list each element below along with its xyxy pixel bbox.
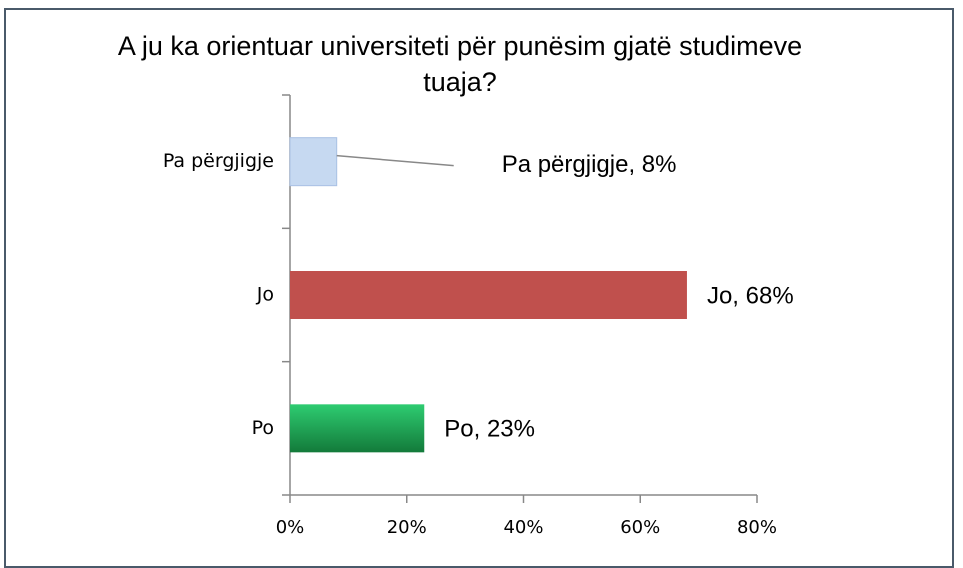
x-tick-label: 0% <box>276 517 305 538</box>
data-label: Pa përgjigje, 8% <box>502 151 677 178</box>
leader-line <box>336 154 454 167</box>
bar <box>290 271 687 319</box>
chart-title: A ju ka orientuar universiteti për punës… <box>117 31 803 97</box>
y-tick-label: Pa përgjigje <box>163 150 274 172</box>
y-tick-label: Jo <box>256 284 274 306</box>
chart: 0% 20% 40% 60% 80% Pa përgjigje Pa përgjigje, … <box>163 94 794 538</box>
page: A ju ka orientuar universiteti për punës… <box>4 8 954 568</box>
data-label: Po, 23% <box>444 416 535 443</box>
x-tick-label: 40% <box>503 517 543 538</box>
y-tick-label: Po <box>252 417 274 439</box>
x-tick-label: 60% <box>620 517 660 538</box>
x-tick-label: 80% <box>737 517 777 538</box>
bar <box>290 404 425 453</box>
bar <box>289 137 338 187</box>
data-label: Jo, 68% <box>707 282 794 309</box>
x-tick-label: 20% <box>387 517 427 538</box>
